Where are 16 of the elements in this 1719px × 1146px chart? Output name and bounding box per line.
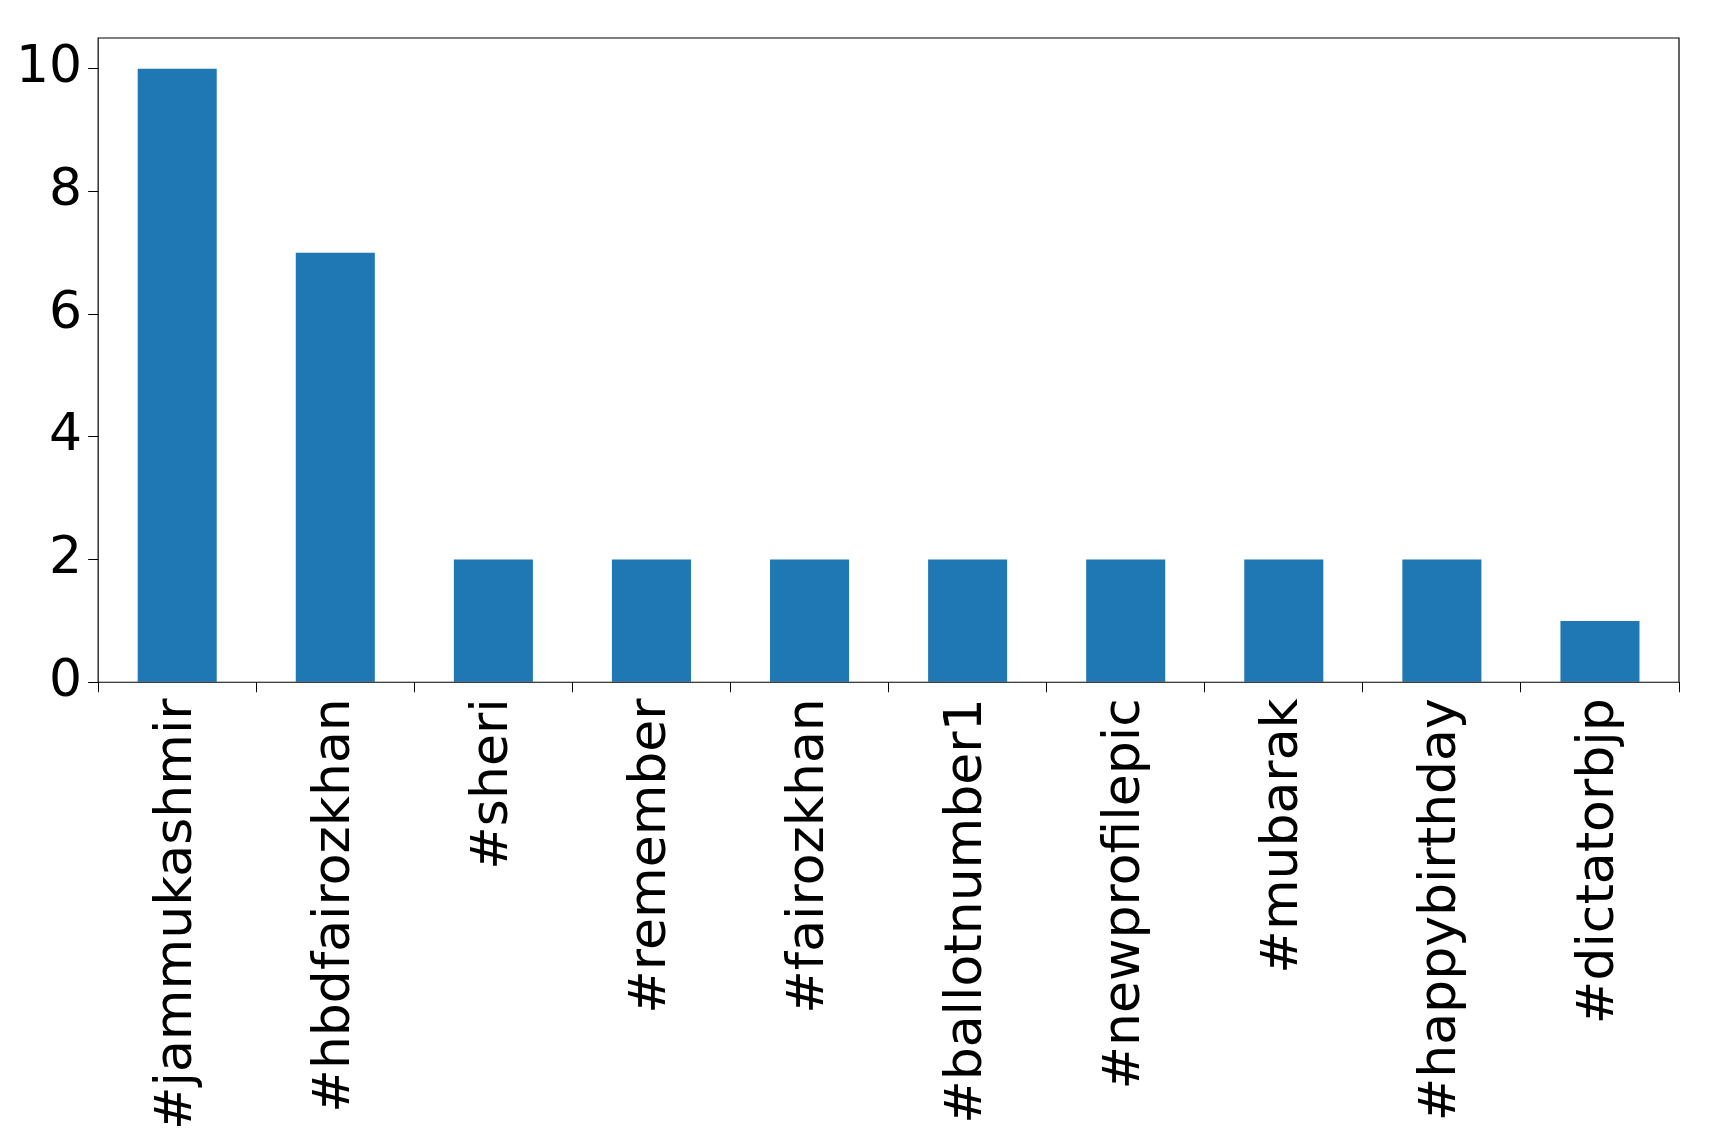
x-tick-label: #sheri: [458, 698, 519, 870]
x-tick-label: #remember: [616, 697, 677, 1014]
x-tick-label: #happybirthday: [1407, 698, 1468, 1122]
x-tick-label: #jammukashmir: [142, 697, 203, 1131]
y-tick-label: 8: [49, 156, 83, 217]
x-tick-label: #dictatorbjp: [1565, 698, 1626, 1025]
y-tick-label: 0: [49, 647, 83, 708]
y-tick-label: 2: [49, 525, 83, 586]
x-tick-label: #newprofilepic: [1091, 698, 1152, 1090]
y-tick-label: 4: [49, 402, 83, 463]
x-tick-label: #ballotnumber1: [933, 698, 994, 1124]
x-tick-label: #mubarak: [1249, 698, 1310, 974]
x-tick-label: #fairozkhan: [775, 698, 836, 1014]
y-tick-label: 10: [16, 34, 83, 95]
y-tick-label: 6: [49, 279, 83, 340]
x-tick-label: #hbdfairozkhan: [300, 698, 361, 1113]
